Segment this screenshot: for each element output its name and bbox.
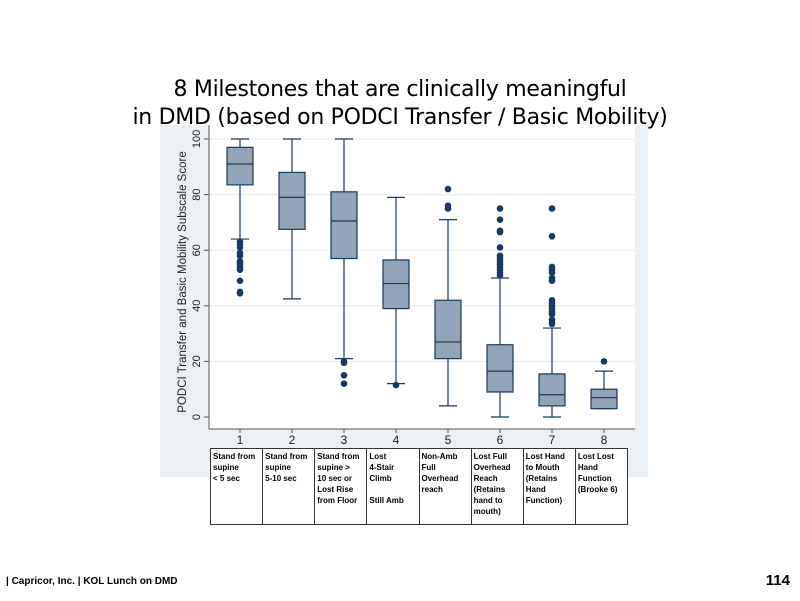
outlier-point	[496, 228, 504, 236]
milestone-table: Stand from supine < 5 sec Stand from sup…	[210, 448, 628, 525]
outlier-point	[340, 380, 348, 387]
outlier-point	[548, 205, 556, 212]
milestone-cell: Stand from supine 5-10 sec	[263, 449, 316, 524]
plot-area	[209, 125, 635, 429]
milestone-cell: Lost Lost Hand Function (Brooke 6)	[577, 452, 618, 494]
iqr-box	[330, 191, 358, 260]
milestone-cell: Lost Hand to Mouth (Retains Hand Functio…	[524, 449, 576, 524]
slide-title: 8 Milestones that are clinically meaning…	[0, 76, 800, 132]
iqr-box	[590, 388, 618, 410]
x-tick-label: 7	[549, 433, 556, 447]
outlier-point	[496, 244, 504, 251]
box-group	[590, 358, 618, 410]
iqr-box	[226, 146, 254, 186]
outlier-point	[236, 244, 244, 251]
y-tick-label: 0	[191, 414, 203, 420]
milestone-cell: Lost 4-Stair Climb Still Amb	[367, 449, 420, 524]
box-group	[486, 205, 514, 418]
outlier-point	[548, 269, 556, 276]
outlier-point	[444, 185, 452, 193]
box-group	[330, 138, 358, 387]
y-tick-label: 20	[191, 355, 203, 367]
y-tick-label: 80	[191, 188, 203, 200]
x-tick-label: 8	[601, 433, 608, 447]
box-group	[382, 196, 410, 389]
outlier-point	[548, 310, 556, 318]
milestone-cell: Lost Full Overhead Reach (Retains hand t…	[472, 449, 524, 524]
box-group	[278, 138, 306, 300]
outlier-point	[496, 205, 504, 212]
outlier-point	[496, 216, 504, 223]
footer-text: | Capricor, Inc. | KOL Lunch on DMD	[6, 576, 178, 587]
outlier-point	[236, 277, 244, 285]
milestone-cell: Stand from supine < 5 sec	[211, 449, 264, 524]
outlier-point	[236, 252, 244, 260]
iqr-box	[382, 259, 410, 310]
box-group	[434, 185, 462, 407]
outlier-point	[340, 359, 348, 367]
outlier-point	[392, 381, 400, 389]
y-tick-label: 60	[191, 244, 203, 256]
outlier-point	[236, 289, 244, 297]
milestone-cell: Stand from supine > 10 sec or Lost Rise …	[315, 449, 368, 524]
outlier-point	[496, 271, 504, 279]
title-line-2: in DMD (based on PODCI Transfer / Basic …	[132, 105, 668, 130]
y-tick-label: 40	[191, 300, 203, 312]
x-tick-label: 5	[445, 433, 452, 447]
outlier-point	[548, 277, 556, 285]
outlier-point	[444, 205, 452, 212]
outlier-point	[548, 233, 556, 240]
box-group	[226, 138, 254, 297]
x-tick-label: 6	[497, 433, 504, 447]
milestone-cell: Non-Amb Full Overhead reach	[420, 449, 472, 524]
outlier-point	[600, 358, 608, 365]
iqr-box	[278, 171, 306, 230]
title-line-1: 8 Milestones that are clinically meaning…	[173, 77, 627, 102]
outlier-point	[340, 372, 348, 379]
y-axis-label: PODCI Transfer and Basic Mobility Subsca…	[177, 151, 189, 412]
x-tick-label: 2	[289, 433, 296, 447]
iqr-box	[538, 373, 566, 407]
x-tick-label: 4	[393, 433, 400, 447]
outlier-point	[548, 320, 556, 328]
x-tick-label: 1	[237, 433, 244, 447]
page-number: 114	[765, 572, 790, 589]
outlier-point	[236, 266, 244, 273]
iqr-box	[434, 299, 462, 360]
box-group	[538, 205, 566, 418]
y-tick-label: 100	[191, 130, 203, 148]
iqr-box	[486, 344, 514, 393]
x-tick-label: 3	[341, 433, 348, 447]
